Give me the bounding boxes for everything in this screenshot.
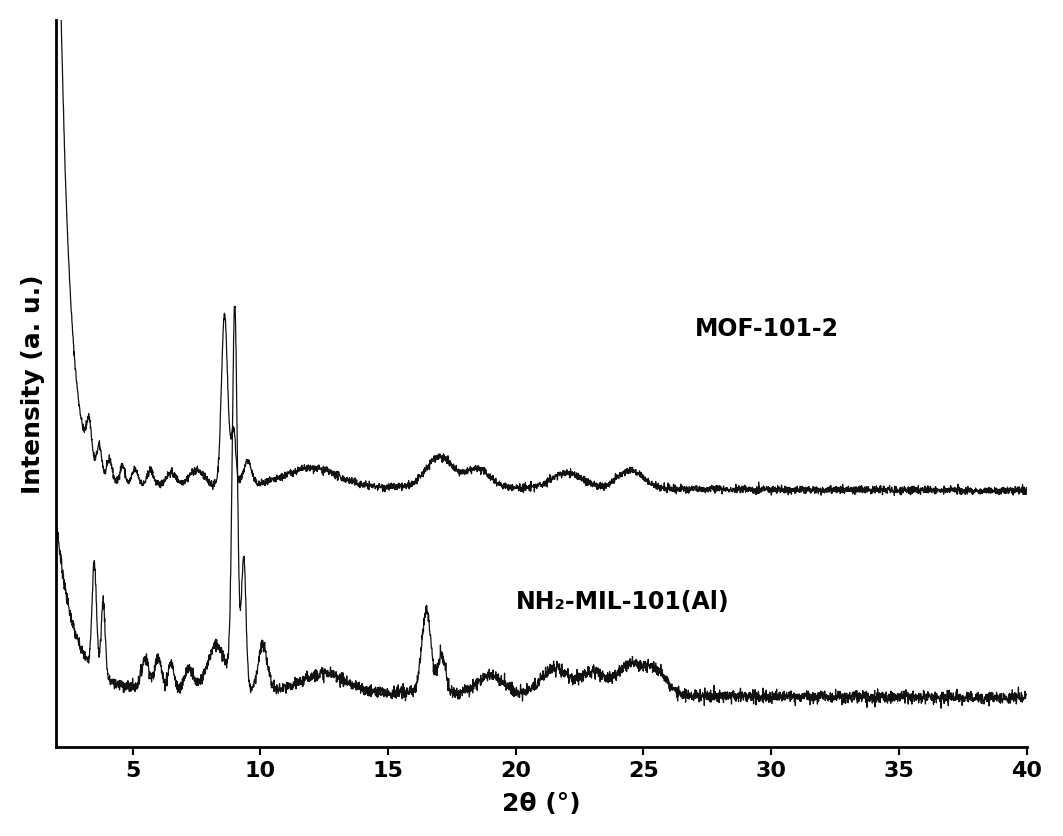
Y-axis label: Intensity (a. u.): Intensity (a. u.): [21, 274, 45, 493]
Text: NH₂-MIL-101(Al): NH₂-MIL-101(Al): [516, 589, 729, 614]
X-axis label: 2θ (°): 2θ (°): [502, 791, 580, 815]
Text: MOF-101-2: MOF-101-2: [694, 317, 839, 341]
